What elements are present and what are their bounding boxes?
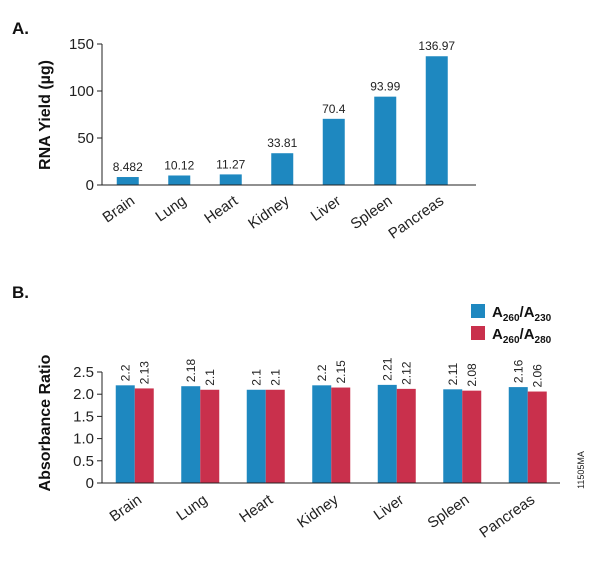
bar-kidney [271,153,294,185]
chart-panel-a: A. RNA Yield (µg) 0 50 100 150 8.482 10.12 11… [12,19,476,243]
data-label-a260-a230-spleen: 2.11 [446,363,460,386]
data-label-a260-a280-lung: 2.1 [203,369,217,386]
bar-a260-a230-lung [181,386,201,483]
category-label-kidney: Kidney [245,192,293,233]
bar-spleen [374,96,397,185]
bar-liver [322,118,345,185]
data-label-lung: 10.12 [164,158,194,172]
data-label-a260-a230-brain: 2.2 [118,364,132,381]
data-label-a260-a230-liver: 2.21 [380,357,394,381]
category-label-heart: Heart [201,192,241,227]
data-labels-b: 2.2 2.18 2.1 2.2 2.21 2.11 2.16 2.13 2.1 2.1 2.15 2… [118,357,544,387]
bar-a260-a230-pancreas [508,387,528,483]
bar-a260-a280-heart [265,389,285,483]
data-label-brain: 8.482 [113,160,143,174]
bar-a260-a280-pancreas [527,391,547,483]
data-label-heart: 11.27 [216,157,245,171]
data-label-liver: 70.4 [322,102,346,116]
category-label-liver: Liver [371,491,407,524]
data-label-a260-a280-brain: 2.13 [137,361,151,385]
y-axis-label-a: RNA Yield (µg) [37,60,54,170]
chart-panel-b: B. Absorbance Ratio 0 0.5 1.0 1.5 2.0 2.5 2.2… [12,283,560,542]
category-label-liver: Liver [308,192,344,225]
bar-a260-a280-kidney [331,387,351,483]
y-axis-label-b: Absorbance Ratio [37,354,54,491]
data-label-a260-a230-pancreas: 2.16 [511,359,525,383]
category-label-kidney: Kidney [294,491,342,532]
data-label-a260-a280-pancreas: 2.06 [530,364,544,388]
y-tick-label: 0 [86,475,94,492]
category-label-lung: Lung [152,192,189,225]
category-label-lung: Lung [173,491,210,524]
category-label-brain: Brain [100,192,138,226]
bar-a260-a230-heart [246,389,266,483]
data-labels-a: 8.482 10.12 11.27 33.81 70.4 93.99 136.97 [113,39,456,174]
bar-a260-a230-kidney [312,385,332,483]
category-label-heart: Heart [236,491,276,526]
bar-lung [168,175,191,185]
data-label-spleen: 93.99 [370,80,400,94]
bar-a260-a230-liver [377,384,397,483]
bar-a260-a280-liver [396,388,416,483]
data-label-a260-a280-heart: 2.1 [268,369,282,386]
bar-a260-a280-brain [134,388,154,483]
y-tick-label: 2.0 [73,386,94,403]
bar-a260-a230-brain [115,385,135,483]
y-ticks-b: 0 0.5 1.0 1.5 2.0 2.5 [73,364,102,492]
data-label-kidney: 33.81 [267,136,297,150]
panel-label-b: B. [12,283,29,302]
category-label-brain: Brain [107,491,145,525]
bar-pancreas [425,56,448,185]
data-label-a260-a280-liver: 2.12 [399,361,413,385]
data-label-a260-a230-kidney: 2.2 [315,364,329,381]
bar-heart [219,174,242,185]
bar-brain [116,177,139,185]
legend-swatch-a260-a230 [471,304,485,318]
data-label-a260-a280-kidney: 2.15 [334,360,348,384]
axes-b [101,372,560,484]
y-tick-label: 100 [69,83,94,100]
y-ticks-a: 0 50 100 150 [69,36,102,194]
category-label-pancreas: Pancreas [385,192,447,242]
category-labels-b: Brain Lung Heart Kidney Liver Spleen Pancreas [107,491,538,542]
bar-a260-a280-lung [200,389,220,483]
y-tick-label: 0.5 [73,453,94,470]
legend-label-a260-a280: A260/A280 [492,326,552,346]
axes-a [101,44,476,186]
panel-label-a: A. [12,19,29,38]
data-label-a260-a230-lung: 2.18 [184,359,198,383]
bars-b [115,384,547,483]
y-tick-label: 150 [69,36,94,53]
legend-b: A260/A230 A260/A280 [471,304,552,346]
y-tick-label: 0 [86,177,94,194]
data-label-a260-a230-heart: 2.1 [249,369,263,386]
data-label-a260-a280-spleen: 2.08 [465,363,479,387]
bar-a260-a230-spleen [443,389,463,483]
legend-swatch-a260-a280 [471,326,485,340]
bar-a260-a280-spleen [462,390,482,483]
y-tick-label: 2.5 [73,364,94,381]
bars-a [116,56,448,185]
y-tick-label: 1.0 [73,431,94,448]
category-label-pancreas: Pancreas [476,491,538,541]
figure-code: 11505MA [576,451,586,489]
data-label-pancreas: 136.97 [418,39,455,53]
y-tick-label: 1.5 [73,408,94,425]
category-label-spleen: Spleen [425,491,473,532]
y-tick-label: 50 [77,130,94,147]
legend-label-a260-a230: A260/A230 [492,304,552,324]
